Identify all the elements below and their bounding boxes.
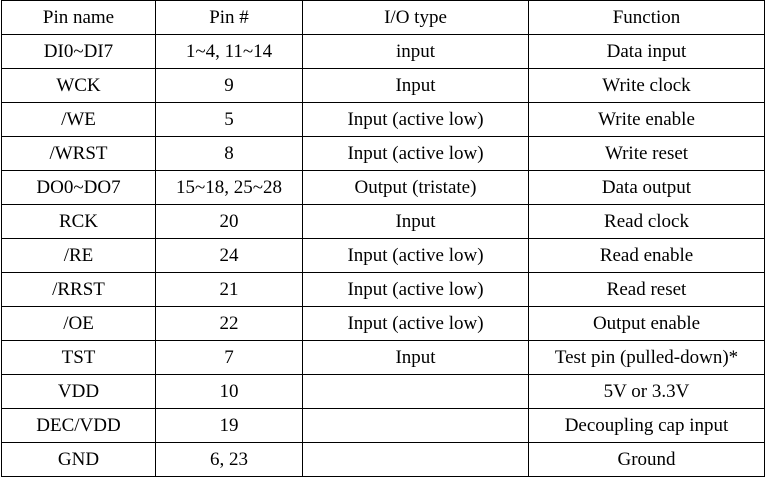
cell-pin-name: DI0~DI7 [1, 34, 156, 69]
cell-io-type: Input (active low) [302, 272, 529, 307]
table-row: /RRST 21 Input (active low) Read reset [1, 272, 765, 307]
cell-pin-name: /RE [1, 238, 156, 273]
table-row: VDD 10 5V or 3.3V [1, 374, 765, 409]
table-row: /RE 24 Input (active low) Read enable [1, 238, 765, 273]
cell-io-type: Input (active low) [302, 306, 529, 341]
table-row: DI0~DI7 1~4, 11~14 input Data input [1, 34, 765, 69]
cell-io-type [302, 374, 529, 409]
cell-io-type: input [302, 34, 529, 69]
cell-function: Decoupling cap input [528, 408, 765, 443]
table-body: DI0~DI7 1~4, 11~14 input Data input WCK 9 Inpu… [1, 34, 765, 477]
cell-function: Output enable [528, 306, 765, 341]
cell-function: Data input [528, 34, 765, 69]
cell-function: Read enable [528, 238, 765, 273]
cell-io-type [302, 442, 529, 477]
cell-function: 5V or 3.3V [528, 374, 765, 409]
table-header-row: Pin name Pin # I/O type Function [1, 0, 765, 35]
header-pin-name: Pin name [1, 0, 156, 35]
cell-pin-number: 10 [155, 374, 303, 409]
cell-pin-number: 24 [155, 238, 303, 273]
table-row: GND 6, 23 Ground [1, 442, 765, 477]
cell-pin-name: DEC/VDD [1, 408, 156, 443]
cell-pin-number: 19 [155, 408, 303, 443]
cell-io-type: Input [302, 340, 529, 375]
cell-io-type: Input [302, 68, 529, 103]
table-row: /WE 5 Input (active low) Write enable [1, 102, 765, 137]
cell-function: Write reset [528, 136, 765, 171]
cell-pin-name: DO0~DO7 [1, 170, 156, 205]
table-row: DO0~DO7 15~18, 25~28 Output (tristate) Data… [1, 170, 765, 205]
cell-pin-name: /RRST [1, 272, 156, 307]
cell-function: Read reset [528, 272, 765, 307]
cell-pin-number: 7 [155, 340, 303, 375]
table-row: TST 7 Input Test pin (pulled-down)* [1, 340, 765, 375]
cell-pin-number: 20 [155, 204, 303, 239]
cell-function: Write clock [528, 68, 765, 103]
cell-io-type [302, 408, 529, 443]
cell-pin-number: 21 [155, 272, 303, 307]
cell-pin-name: TST [1, 340, 156, 375]
cell-pin-name: /OE [1, 306, 156, 341]
cell-pin-number: 6, 23 [155, 442, 303, 477]
cell-function: Write enable [528, 102, 765, 137]
cell-pin-name: /WRST [1, 136, 156, 171]
header-pin-number: Pin # [155, 0, 303, 35]
table-row: RCK 20 Input Read clock [1, 204, 765, 239]
cell-function: Read clock [528, 204, 765, 239]
cell-io-type: Input (active low) [302, 238, 529, 273]
cell-pin-number: 22 [155, 306, 303, 341]
cell-function: Test pin (pulled-down)* [528, 340, 765, 375]
table-row: /WRST 8 Input (active low) Write reset [1, 136, 765, 171]
header-io-type: I/O type [302, 0, 529, 35]
cell-function: Data output [528, 170, 765, 205]
table-row: WCK 9 Input Write clock [1, 68, 765, 103]
header-function: Function [528, 0, 765, 35]
cell-io-type: Output (tristate) [302, 170, 529, 205]
cell-pin-name: /WE [1, 102, 156, 137]
cell-io-type: Input (active low) [302, 102, 529, 137]
cell-pin-number: 15~18, 25~28 [155, 170, 303, 205]
cell-pin-name: WCK [1, 68, 156, 103]
cell-pin-name: RCK [1, 204, 156, 239]
cell-pin-number: 1~4, 11~14 [155, 34, 303, 69]
table-row: DEC/VDD 19 Decoupling cap input [1, 408, 765, 443]
table-row: /OE 22 Input (active low) Output enable [1, 306, 765, 341]
cell-pin-name: GND [1, 442, 156, 477]
cell-pin-number: 5 [155, 102, 303, 137]
cell-pin-number: 9 [155, 68, 303, 103]
cell-pin-name: VDD [1, 374, 156, 409]
cell-io-type: Input (active low) [302, 136, 529, 171]
cell-function: Ground [528, 442, 765, 477]
cell-io-type: Input [302, 204, 529, 239]
cell-pin-number: 8 [155, 136, 303, 171]
